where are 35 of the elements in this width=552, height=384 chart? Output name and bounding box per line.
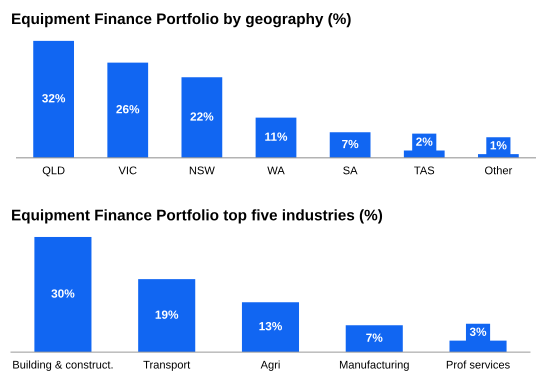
data-label: 11%: [265, 132, 288, 141]
x-tick-label: WA: [267, 166, 285, 174]
x-tick-label: Building & construct.: [13, 360, 113, 371]
bar: [33, 40, 74, 158]
x-tick-label: Other: [485, 166, 512, 174]
bar: [256, 118, 296, 158]
data-label: 13%: [259, 322, 282, 330]
data-label: 1%: [490, 141, 507, 150]
x-tick-label: Prof services: [446, 360, 510, 369]
x-tick-label: QLD: [42, 166, 65, 176]
data-label: 3%: [470, 328, 486, 336]
data-label: 26%: [116, 105, 140, 114]
data-label: 22%: [190, 112, 214, 121]
data-label: 7%: [342, 140, 358, 148]
bar: [330, 132, 371, 158]
bar: [34, 236, 92, 352]
bar: [138, 279, 196, 352]
x-tick-label: SA: [343, 166, 358, 174]
chart-title: Equipment Finance Portfolio top five industries (%): [12, 209, 382, 224]
bar: [242, 302, 300, 352]
bar: [181, 77, 222, 158]
x-tick-label: Manufacturing: [340, 360, 409, 371]
data-label: 19%: [156, 310, 178, 319]
data-label: 7%: [366, 334, 382, 342]
x-tick-label: Agri: [260, 360, 280, 371]
data-label: 2%: [416, 137, 432, 146]
data-label: 30%: [51, 289, 74, 298]
x-tick-label: VIC: [118, 166, 137, 174]
data-label: 32%: [42, 94, 66, 102]
bar: [107, 62, 148, 158]
x-tick-label: NSW: [190, 166, 215, 174]
x-tick-label: TAS: [414, 166, 434, 174]
chart-title: Equipment Finance Portfolio by geography (%): [12, 12, 351, 28]
x-tick-label: Transport: [143, 360, 190, 371]
bar: [346, 325, 403, 352]
